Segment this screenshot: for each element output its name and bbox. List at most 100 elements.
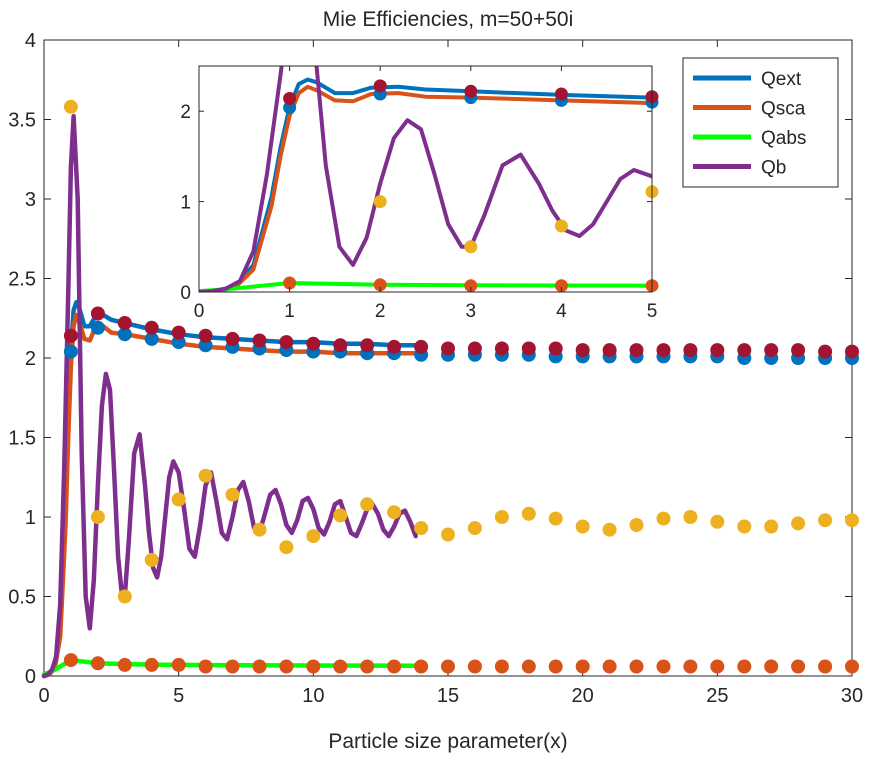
marker-qb: [629, 518, 644, 532]
marker-qabs: [117, 657, 132, 672]
marker-qsca: [117, 316, 132, 330]
marker-qb: [360, 497, 375, 512]
marker-qsca: [387, 339, 402, 354]
marker-qb: [467, 521, 482, 536]
legend-label-qext: Qext: [761, 69, 802, 90]
marker-qsca: [252, 333, 267, 348]
legend-label-qsca: Qsca: [761, 99, 806, 120]
legend-label-qabs: Qabs: [761, 128, 806, 149]
marker-qabs: [464, 279, 478, 293]
chart-title: Mie Efficiencies, m=50+50i: [323, 8, 574, 31]
marker-qabs: [90, 656, 105, 671]
marker-qb: [225, 487, 240, 502]
marker-qb: [441, 527, 455, 542]
marker-qabs: [373, 278, 387, 292]
marker-qabs: [602, 659, 617, 674]
marker-qabs: [252, 659, 267, 674]
marker-qabs: [548, 659, 563, 674]
marker-qabs: [656, 659, 671, 674]
marker-qsca: [63, 328, 78, 343]
marker-qsca: [283, 92, 297, 105]
marker-qext: [283, 101, 297, 115]
marker-qsca: [737, 343, 752, 358]
marker-qb: [845, 513, 859, 528]
marker-qsca: [764, 343, 779, 358]
marker-qsca: [414, 339, 429, 354]
marker-qabs: [575, 659, 590, 674]
marker-qsca: [467, 341, 482, 356]
series-line-qabs: [41, 657, 424, 677]
marker-qsca: [629, 343, 644, 358]
y-tick-label: 3: [25, 189, 36, 211]
inset-axes-box: [198, 65, 653, 293]
marker-qabs: [306, 659, 321, 674]
inset-y-tick-label: 2: [180, 102, 191, 123]
y-tick-label: 3.5: [8, 110, 36, 132]
marker-qb: [63, 99, 78, 114]
marker-qb: [494, 510, 509, 524]
marker-qsca: [554, 87, 568, 101]
marker-qabs: [171, 657, 186, 672]
marker-qabs: [845, 659, 859, 674]
marker-qsca: [333, 338, 348, 353]
marker-qabs: [360, 659, 375, 674]
inset-content: [199, 66, 652, 292]
inset-x-tick-label: 0: [194, 301, 205, 322]
marker-qsca: [845, 344, 859, 359]
inset-x-tick-label: 4: [556, 301, 567, 322]
marker-qb: [90, 510, 105, 524]
marker-qabs: [710, 659, 725, 674]
marker-qabs: [818, 659, 833, 674]
marker-qb: [521, 506, 536, 521]
marker-qsca: [171, 325, 186, 340]
marker-qabs: [387, 659, 402, 674]
inset-x-tick-label: 5: [647, 301, 658, 322]
x-tick-label: 5: [173, 685, 184, 707]
marker-qabs: [225, 659, 240, 674]
marker-qsca: [521, 341, 536, 356]
marker-qabs: [791, 659, 806, 674]
inset-y-tick-label: 1: [180, 193, 191, 214]
marker-qsca: [360, 338, 375, 353]
marker-qb: [764, 519, 779, 534]
marker-qext: [63, 344, 78, 359]
marker-qabs: [144, 657, 159, 672]
marker-qb: [575, 519, 590, 534]
inset-x-tick-label: 1: [284, 301, 295, 322]
marker-qabs: [198, 659, 213, 674]
marker-qabs: [441, 659, 455, 674]
y-tick-label: 0.5: [8, 587, 36, 609]
marker-qext: [198, 338, 213, 353]
marker-qb: [464, 240, 478, 254]
marker-qb: [683, 510, 698, 524]
marker-qabs: [683, 659, 698, 674]
marker-qsca: [306, 336, 321, 351]
x-tick-label: 30: [841, 685, 863, 707]
marker-qabs: [283, 276, 297, 290]
x-axis-label: Particle size parameter(x): [328, 730, 567, 753]
marker-qsca: [710, 343, 725, 358]
y-tick-label: 4: [25, 30, 36, 52]
marker-qb: [171, 492, 186, 507]
marker-qb: [791, 516, 806, 531]
marker-qb: [144, 552, 159, 567]
marker-qsca: [441, 341, 455, 356]
marker-qb: [737, 519, 752, 534]
x-tick-label: 15: [437, 685, 459, 707]
y-tick-label: 2.5: [8, 269, 36, 291]
marker-qb: [414, 521, 429, 536]
marker-qb: [117, 589, 132, 604]
marker-qsca: [464, 84, 478, 98]
marker-qsca: [494, 341, 509, 356]
marker-qabs: [521, 659, 536, 674]
marker-qb: [554, 219, 568, 233]
marker-qabs: [414, 659, 429, 674]
marker-qabs: [764, 659, 779, 674]
marker-qsca: [144, 320, 159, 335]
marker-qb: [252, 522, 267, 537]
marker-qb: [548, 511, 563, 526]
marker-qabs: [467, 659, 482, 674]
marker-qsca: [198, 328, 213, 343]
